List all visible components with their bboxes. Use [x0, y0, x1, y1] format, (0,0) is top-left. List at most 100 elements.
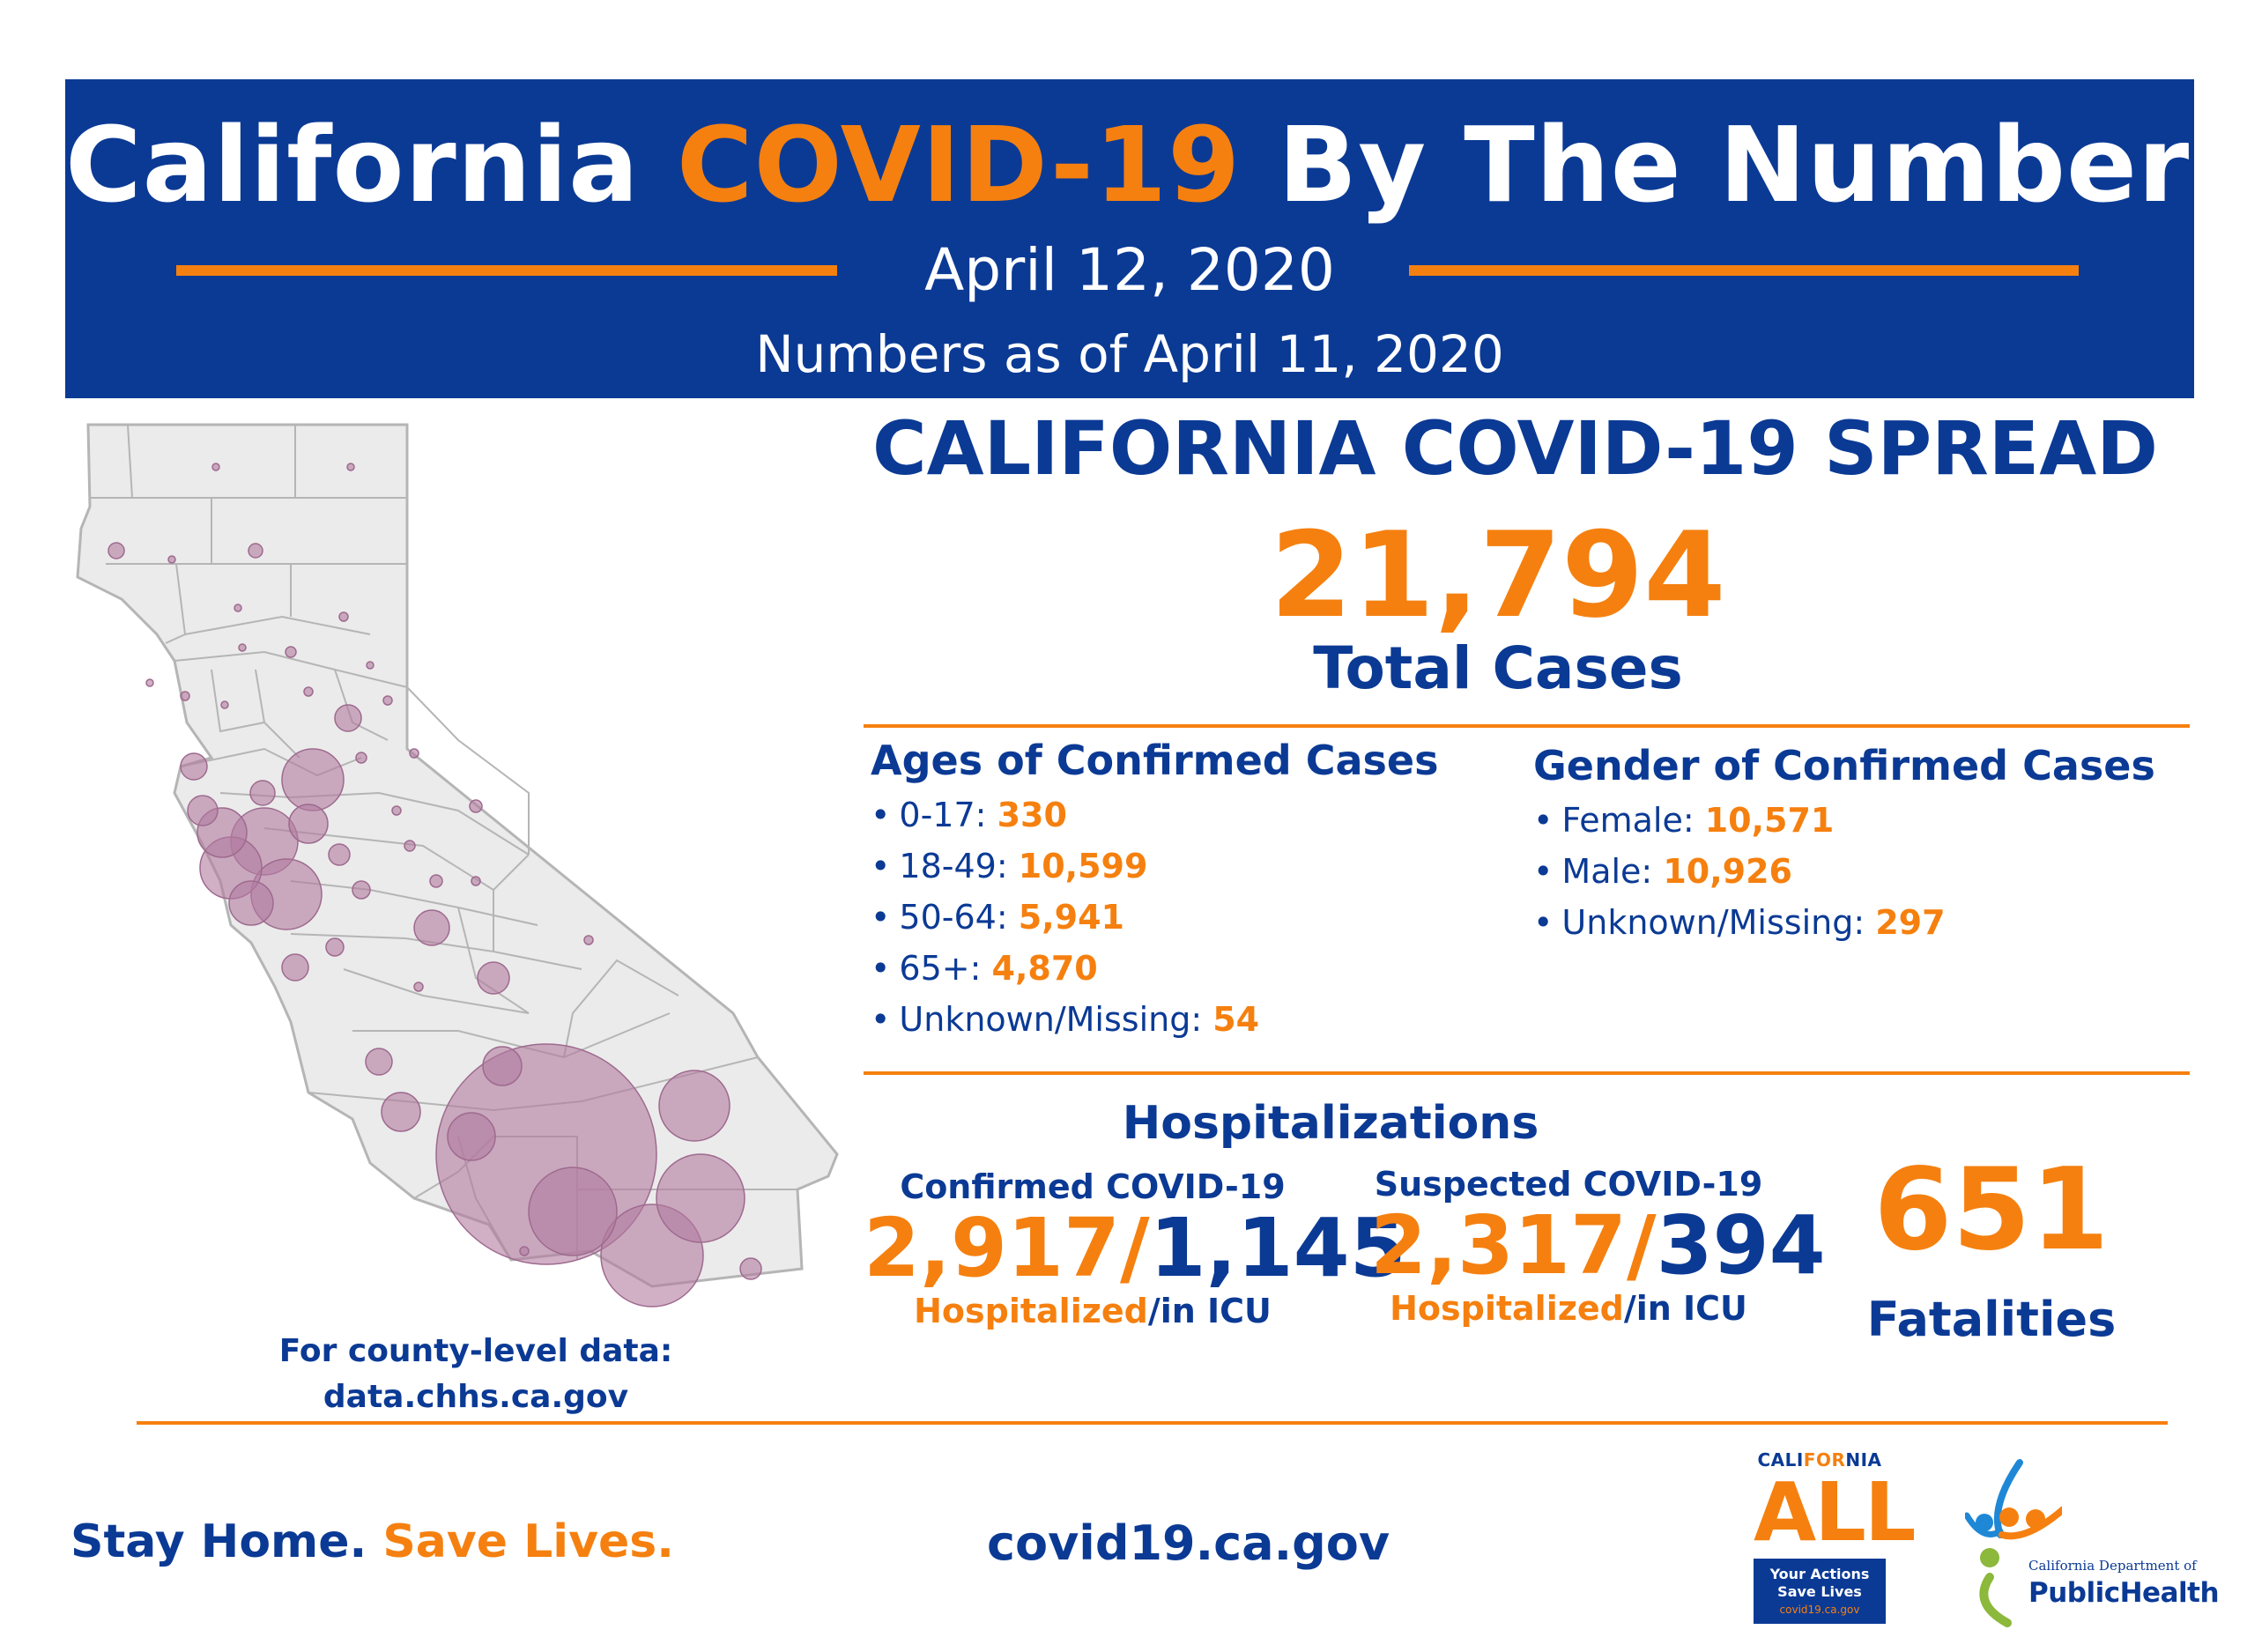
- age-50-64-value: 5,941: [1018, 898, 1124, 937]
- cdph-dept-text: California Department of: [2028, 1558, 2197, 1574]
- title-part-2: By The Numbers: [1278, 104, 2247, 226]
- website-link[interactable]: covid19.ca.gov: [987, 1515, 1390, 1571]
- confirmed-numbers: 2,917/1,145: [864, 1205, 1406, 1292]
- case-bubble-shasta: [248, 543, 263, 559]
- county-note-line-1: For county-level data:: [278, 1333, 673, 1369]
- header-rule-left: [176, 265, 837, 276]
- spread-title: CALIFORNIA COVID-19 SPREAD: [872, 405, 2158, 492]
- case-bubble-kern: [482, 1046, 523, 1086]
- cdph-figures-icon: [1965, 1459, 2062, 1627]
- list-item: • Unknown/Missing: 297: [1533, 903, 1946, 942]
- case-bubble-humboldt: [108, 542, 125, 559]
- case-bubble-colusa: [220, 700, 229, 709]
- gender-heading: Gender of Confirmed Cases: [1533, 742, 2155, 789]
- case-bubble-alameda: [228, 880, 274, 926]
- header-rule-right: [1409, 265, 2079, 276]
- case-bubble-stanislaus: [328, 843, 351, 866]
- case-bubble-inyo: [583, 935, 594, 945]
- case-bubble-tuolumne: [469, 799, 483, 813]
- title-part-1: California: [65, 104, 640, 226]
- gender-unknown-value: 297: [1875, 903, 1946, 942]
- case-bubble-merced: [352, 880, 371, 900]
- male-value: 10,926: [1663, 852, 1792, 891]
- case-bubble-mariposa: [404, 840, 416, 852]
- case-bubble-el-dorado: [355, 752, 367, 764]
- case-bubble-mendocino: [145, 678, 154, 687]
- gender-list: • Female: 10,571 • Male: 10,926 • Unknown/M…: [1533, 795, 2155, 948]
- case-bubble-san-benito: [325, 937, 345, 957]
- case-bubble-placer: [334, 704, 362, 732]
- fatalities-label: Fatalities: [1866, 1292, 2117, 1347]
- female-value: 10,571: [1704, 801, 1835, 840]
- california-for-all-logo: CALIFORNIA ALL Your Actions Save Lives c…: [1754, 1449, 1916, 1624]
- report-date: April 12, 2020: [924, 236, 1335, 304]
- suspected-hospitalizations: Suspected COVID-19 2,317/394 Hospitalize…: [1370, 1165, 1826, 1328]
- confirmed-hospitalized-number: 2,917/: [864, 1201, 1150, 1295]
- confirmed-hospitalizations: Confirmed COVID-19 2,917/1,145 Hospitali…: [864, 1167, 1406, 1330]
- ca-all-text: ALL: [1754, 1465, 1916, 1559]
- age-65-plus-value: 4,870: [991, 949, 1098, 988]
- case-bubble-kings: [413, 982, 424, 992]
- ca-for-all-wordmark: CALIFORNIA: [1757, 1449, 1882, 1471]
- case-bubble-orange: [528, 1167, 618, 1256]
- case-bubble-slo: [365, 1048, 393, 1076]
- hospitalizations-heading: Hospitalizations: [1122, 1097, 1539, 1150]
- case-bubble-tulare: [477, 961, 510, 995]
- confirmed-label: Confirmed COVID-19: [900, 1167, 1286, 1206]
- slogan-part-1: Stay Home.: [70, 1515, 367, 1568]
- cdph-logo: California Department of PublicHealth: [1965, 1454, 2220, 1630]
- case-bubble-lassen: [338, 611, 349, 622]
- county-data-link[interactable]: data.chhs.ca.gov: [323, 1379, 629, 1415]
- header-banner: California COVID-19 By The Numbers April…: [65, 79, 2247, 398]
- case-bubble-yuba: [303, 686, 314, 697]
- case-bubble-modoc: [346, 463, 355, 471]
- list-item: • 65+: 4,870: [871, 949, 1098, 988]
- gender-section: Gender of Confirmed Cases • Female: 10,57…: [1533, 742, 2155, 948]
- list-item: • Male: 10,926: [1533, 852, 1792, 891]
- fatalities-block: 651 Fatalities: [1842, 1145, 2141, 1348]
- case-bubble-imperial: [739, 1257, 762, 1280]
- case-bubble-tehama: [234, 604, 242, 612]
- age-0-17-value: 330: [997, 796, 1067, 834]
- list-item: • Female: 10,571: [1533, 801, 1835, 840]
- slogan: Stay Home. Save Lives.: [70, 1515, 674, 1568]
- divider-top: [864, 724, 2190, 728]
- case-bubble-mono: [471, 876, 481, 886]
- case-bubbles: [108, 463, 762, 1308]
- case-bubble-calaveras: [391, 805, 402, 816]
- case-bubble-monterey: [281, 953, 309, 982]
- total-cases-number: 21,794: [1270, 507, 1726, 644]
- fatalities-number: 651: [1873, 1145, 2110, 1276]
- ages-section: Ages of Confirmed Cases • 0-17: 330 • 18-4…: [871, 737, 1438, 1045]
- divider-footer: [137, 1421, 2168, 1425]
- slogan-part-2: Save Lives.: [382, 1515, 674, 1568]
- case-bubble-island: [519, 1246, 530, 1256]
- case-bubble-nevada: [382, 695, 393, 706]
- california-outline: [76, 423, 839, 1288]
- case-bubble-fresno: [413, 909, 450, 946]
- list-item: • 18-49: 10,599: [871, 847, 1148, 885]
- suspected-sublabel: Hospitalized/in ICU: [1390, 1288, 1747, 1328]
- suspected-hospitalized-number: 2,317/: [1370, 1198, 1657, 1293]
- case-bubble-plumas: [366, 661, 374, 670]
- page-title: California COVID-19 By The Numbers: [65, 104, 2247, 226]
- case-bubble-trinity: [167, 555, 176, 564]
- cdph-name-text: PublicHealth: [2028, 1577, 2220, 1609]
- ages-list: • 0-17: 330 • 18-49: 10,599 • 50-64: 5,941 …: [871, 789, 1438, 1045]
- case-bubble-alpine: [409, 748, 419, 759]
- suspected-label: Suspected COVID-19: [1374, 1165, 1763, 1204]
- case-bubble-san-joaquin: [288, 804, 329, 844]
- age-unknown-value: 54: [1212, 1000, 1260, 1039]
- suspected-icu-number: 394: [1656, 1198, 1826, 1293]
- case-bubble-san-bernardino: [656, 1153, 745, 1243]
- case-bubble-riverside: [658, 1070, 730, 1142]
- ca-all-tagline-box: Your Actions Save Lives covid19.ca.gov: [1754, 1559, 1886, 1624]
- numbers-as-of: Numbers as of April 11, 2020: [755, 324, 1504, 384]
- case-bubble-butte: [285, 646, 297, 658]
- suspected-numbers: 2,317/394: [1370, 1203, 1826, 1289]
- list-item: • 50-64: 5,941: [871, 898, 1124, 937]
- california-county-map: [76, 423, 839, 1308]
- case-bubble-sacramento: [281, 748, 345, 811]
- divider-middle: [864, 1071, 2190, 1075]
- case-bubble-napa: [187, 795, 219, 826]
